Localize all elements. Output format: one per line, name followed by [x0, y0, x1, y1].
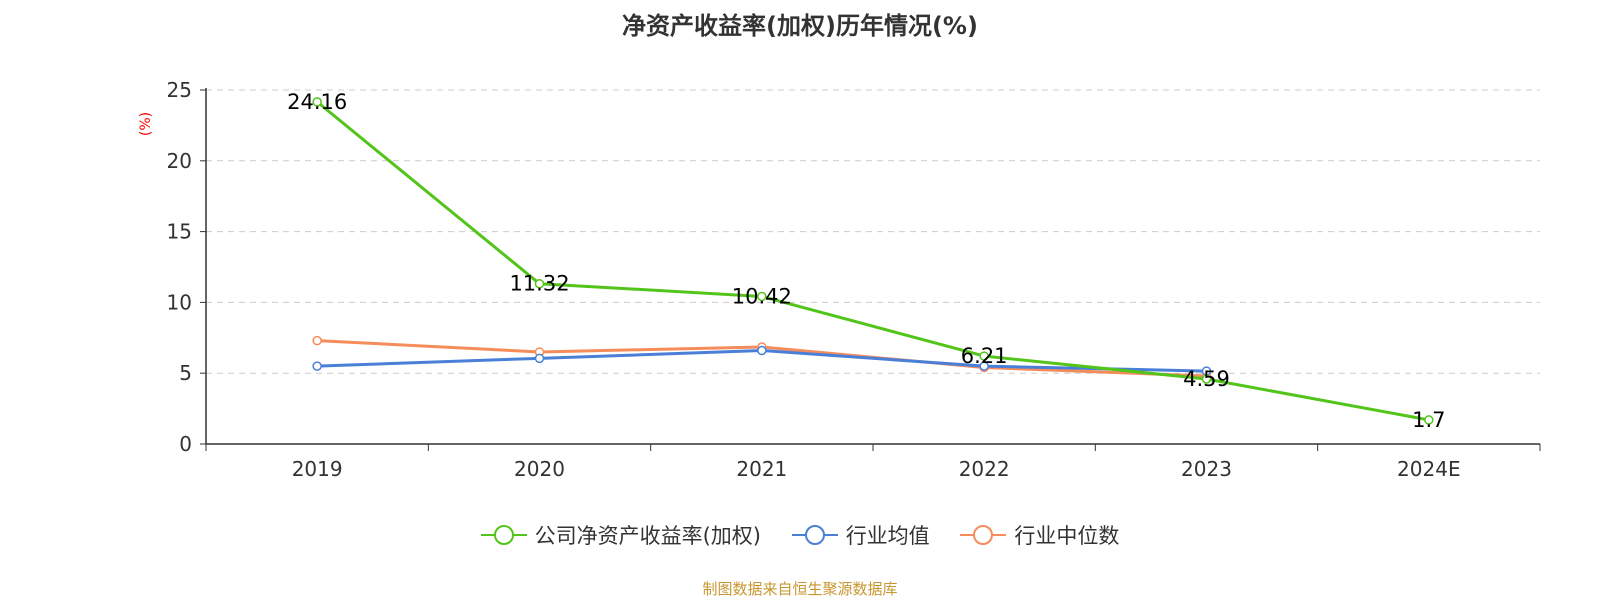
series-line-0 — [316, 100, 1430, 422]
data-label: 11.32 — [509, 272, 569, 296]
legend-marker-company-roe — [480, 525, 527, 545]
source-note: 制图数据来自恒生聚源数据库 — [702, 580, 898, 598]
y-tick-label: 25 — [167, 78, 192, 102]
x-tick-label: 2021 — [736, 457, 787, 481]
data-point-0 — [757, 291, 767, 302]
legend-label-industry-mean: 行业均值 — [845, 524, 930, 548]
data-point-2 — [312, 335, 322, 346]
data-label: 4.59 — [1183, 367, 1230, 391]
data-label: 10.42 — [732, 284, 792, 308]
data-label: 6.21 — [961, 344, 1008, 368]
data-point-1 — [312, 361, 322, 371]
x-tick-label: 2020 — [514, 457, 565, 481]
y-tick-label: 0 — [179, 432, 192, 456]
legend-item-company-roe[interactable]: 公司净资产收益率(加权) — [480, 520, 761, 550]
data-label: 1.7 — [1412, 408, 1445, 432]
legend-item-industry-median[interactable]: 行业中位数 — [960, 520, 1119, 550]
y-tick-label: 20 — [167, 149, 192, 173]
y-tick-label: 15 — [167, 220, 192, 244]
data-point-0 — [534, 278, 545, 289]
x-tick-label: 2019 — [292, 457, 343, 481]
data-point-0 — [979, 351, 989, 361]
y-axis-label: (%) — [138, 112, 154, 136]
y-tick-label: 5 — [179, 361, 192, 385]
legend-label-company-roe: 公司净资产收益率(加权) — [534, 524, 761, 548]
data-point-0 — [312, 97, 322, 107]
data-point-1 — [534, 353, 545, 364]
x-tick-label: 2024E — [1397, 457, 1461, 481]
legend-marker-industry-median — [960, 525, 1007, 545]
data-point-0 — [1424, 415, 1434, 425]
data-point-1 — [757, 345, 767, 356]
x-tick-label: 2022 — [959, 457, 1010, 481]
legend-label-industry-median: 行业中位数 — [1014, 524, 1120, 548]
data-label: 24.16 — [287, 90, 347, 114]
chart-title: 净资产收益率(加权)历年情况(%) — [622, 12, 978, 40]
data-point-0 — [1201, 374, 1212, 384]
chart-legend: 公司净资产收益率(加权) 行业均值 行业中位数 — [0, 520, 1600, 552]
legend-item-industry-mean[interactable]: 行业均值 — [791, 520, 930, 550]
y-tick-label: 10 — [167, 290, 192, 314]
data-point-1 — [979, 361, 989, 371]
legend-marker-industry-mean — [791, 525, 838, 545]
x-tick-label: 2023 — [1181, 457, 1232, 481]
